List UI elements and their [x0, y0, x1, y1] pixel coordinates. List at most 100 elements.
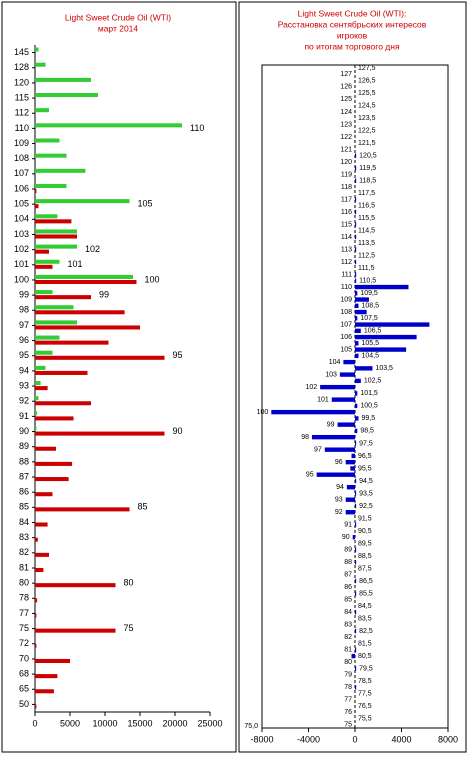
bar [355, 309, 367, 315]
y-tick-label: 87 [19, 471, 29, 481]
bar [352, 535, 355, 540]
category-label: 115 [341, 221, 352, 228]
bar [35, 259, 60, 264]
category-label: 79 [344, 672, 352, 679]
category-label: 97 [314, 447, 322, 454]
bar [355, 322, 430, 327]
bar [355, 685, 357, 690]
chart-title: Light Sweet Crude Oil (WTI): [298, 8, 407, 18]
chart-title: по итогам торгового дня [304, 41, 400, 51]
category-label: 111,5 [358, 265, 375, 272]
bar [355, 209, 357, 215]
bar [355, 353, 359, 359]
category-label: 127,5 [358, 65, 376, 72]
category-label: 104,5 [361, 353, 379, 360]
bar [35, 365, 46, 370]
category-label: 119 [341, 171, 352, 178]
bar [35, 47, 39, 52]
annotation: 102 [85, 244, 100, 254]
category-label: 102 [305, 384, 317, 391]
bar [35, 295, 91, 300]
bar [355, 491, 357, 496]
bar [35, 674, 58, 679]
category-label: 85,5 [359, 590, 373, 597]
bar [35, 567, 44, 573]
x-tick-label: 4000 [391, 734, 411, 744]
y-tick-label: 72 [19, 638, 29, 648]
category-label: 95,5 [358, 465, 372, 472]
category-label: 78,5 [358, 678, 372, 685]
y-tick-label: 80 [19, 578, 29, 588]
category-label: 124,5 [358, 102, 376, 109]
y-tick-label: 93 [19, 380, 29, 390]
category-label: 107 [340, 321, 352, 328]
annotation: 101 [68, 259, 83, 269]
corner-label: 75,0 [244, 723, 258, 730]
left-frame [1, 1, 237, 753]
bar [35, 396, 39, 401]
x-tick-label: 0 [32, 718, 37, 728]
category-label: 109,5 [360, 290, 378, 297]
category-label: 127 [340, 71, 352, 78]
category-label: 86 [344, 584, 352, 591]
bar [35, 507, 130, 512]
category-label: 81 [344, 647, 352, 654]
category-label: 76 [344, 709, 352, 716]
category-label: 100 [257, 409, 269, 416]
category-label: 77,5 [358, 690, 372, 697]
y-tick-label: 85 [19, 502, 29, 512]
category-label: 101 [317, 396, 329, 403]
y-tick-label: 92 [19, 396, 29, 406]
category-label: 87 [344, 572, 352, 579]
bar [35, 305, 74, 310]
y-tick-label: 84 [19, 517, 29, 527]
category-label: 101,5 [360, 390, 378, 397]
category-label: 118,5 [359, 178, 376, 185]
category-label: 125 [340, 96, 352, 103]
y-tick-label: 82 [19, 547, 29, 557]
category-label: 126,5 [358, 77, 376, 84]
bar [355, 153, 357, 158]
category-label: 82 [344, 634, 352, 641]
bar [35, 689, 54, 694]
category-label: 84 [344, 609, 352, 616]
y-tick-label: 103 [14, 229, 29, 239]
bar [355, 259, 357, 265]
bar [35, 613, 37, 618]
bar [35, 244, 77, 249]
category-label: 89,5 [358, 540, 372, 547]
y-tick-label: 77 [19, 608, 29, 618]
bar [35, 214, 58, 219]
bar [35, 537, 38, 542]
bar [355, 166, 357, 171]
y-tick-label: 94 [19, 365, 29, 375]
category-label: 88 [344, 559, 352, 566]
bar [345, 459, 355, 465]
x-tick-label: 8000 [438, 734, 458, 744]
category-label: 111 [341, 271, 352, 278]
category-label: 114 [341, 234, 352, 241]
y-tick-label: 120 [14, 77, 29, 87]
y-tick-label: 65 [19, 684, 29, 694]
category-label: 82,5 [359, 628, 373, 635]
y-tick-label: 128 [14, 62, 29, 72]
annotation: 80 [124, 578, 134, 588]
annotation: 95 [173, 350, 183, 360]
bar [355, 391, 358, 396]
category-label: 126 [340, 84, 352, 91]
bar [355, 316, 358, 321]
bar [355, 628, 357, 634]
chart-title: март 2014 [98, 23, 139, 33]
category-label: 125,5 [358, 90, 376, 97]
bar [355, 591, 357, 596]
chart-title: Расстановка сентябрьских интересов [278, 19, 427, 29]
bar [35, 552, 49, 557]
bar [271, 409, 355, 415]
bar [35, 199, 130, 204]
bar [35, 704, 37, 709]
category-label: 120,5 [359, 153, 377, 160]
y-tick-label: 83 [19, 532, 29, 542]
y-tick-label: 70 [19, 653, 29, 663]
bar [35, 325, 140, 330]
chart-title: Light Sweet Crude Oil (WTI) [65, 12, 171, 22]
